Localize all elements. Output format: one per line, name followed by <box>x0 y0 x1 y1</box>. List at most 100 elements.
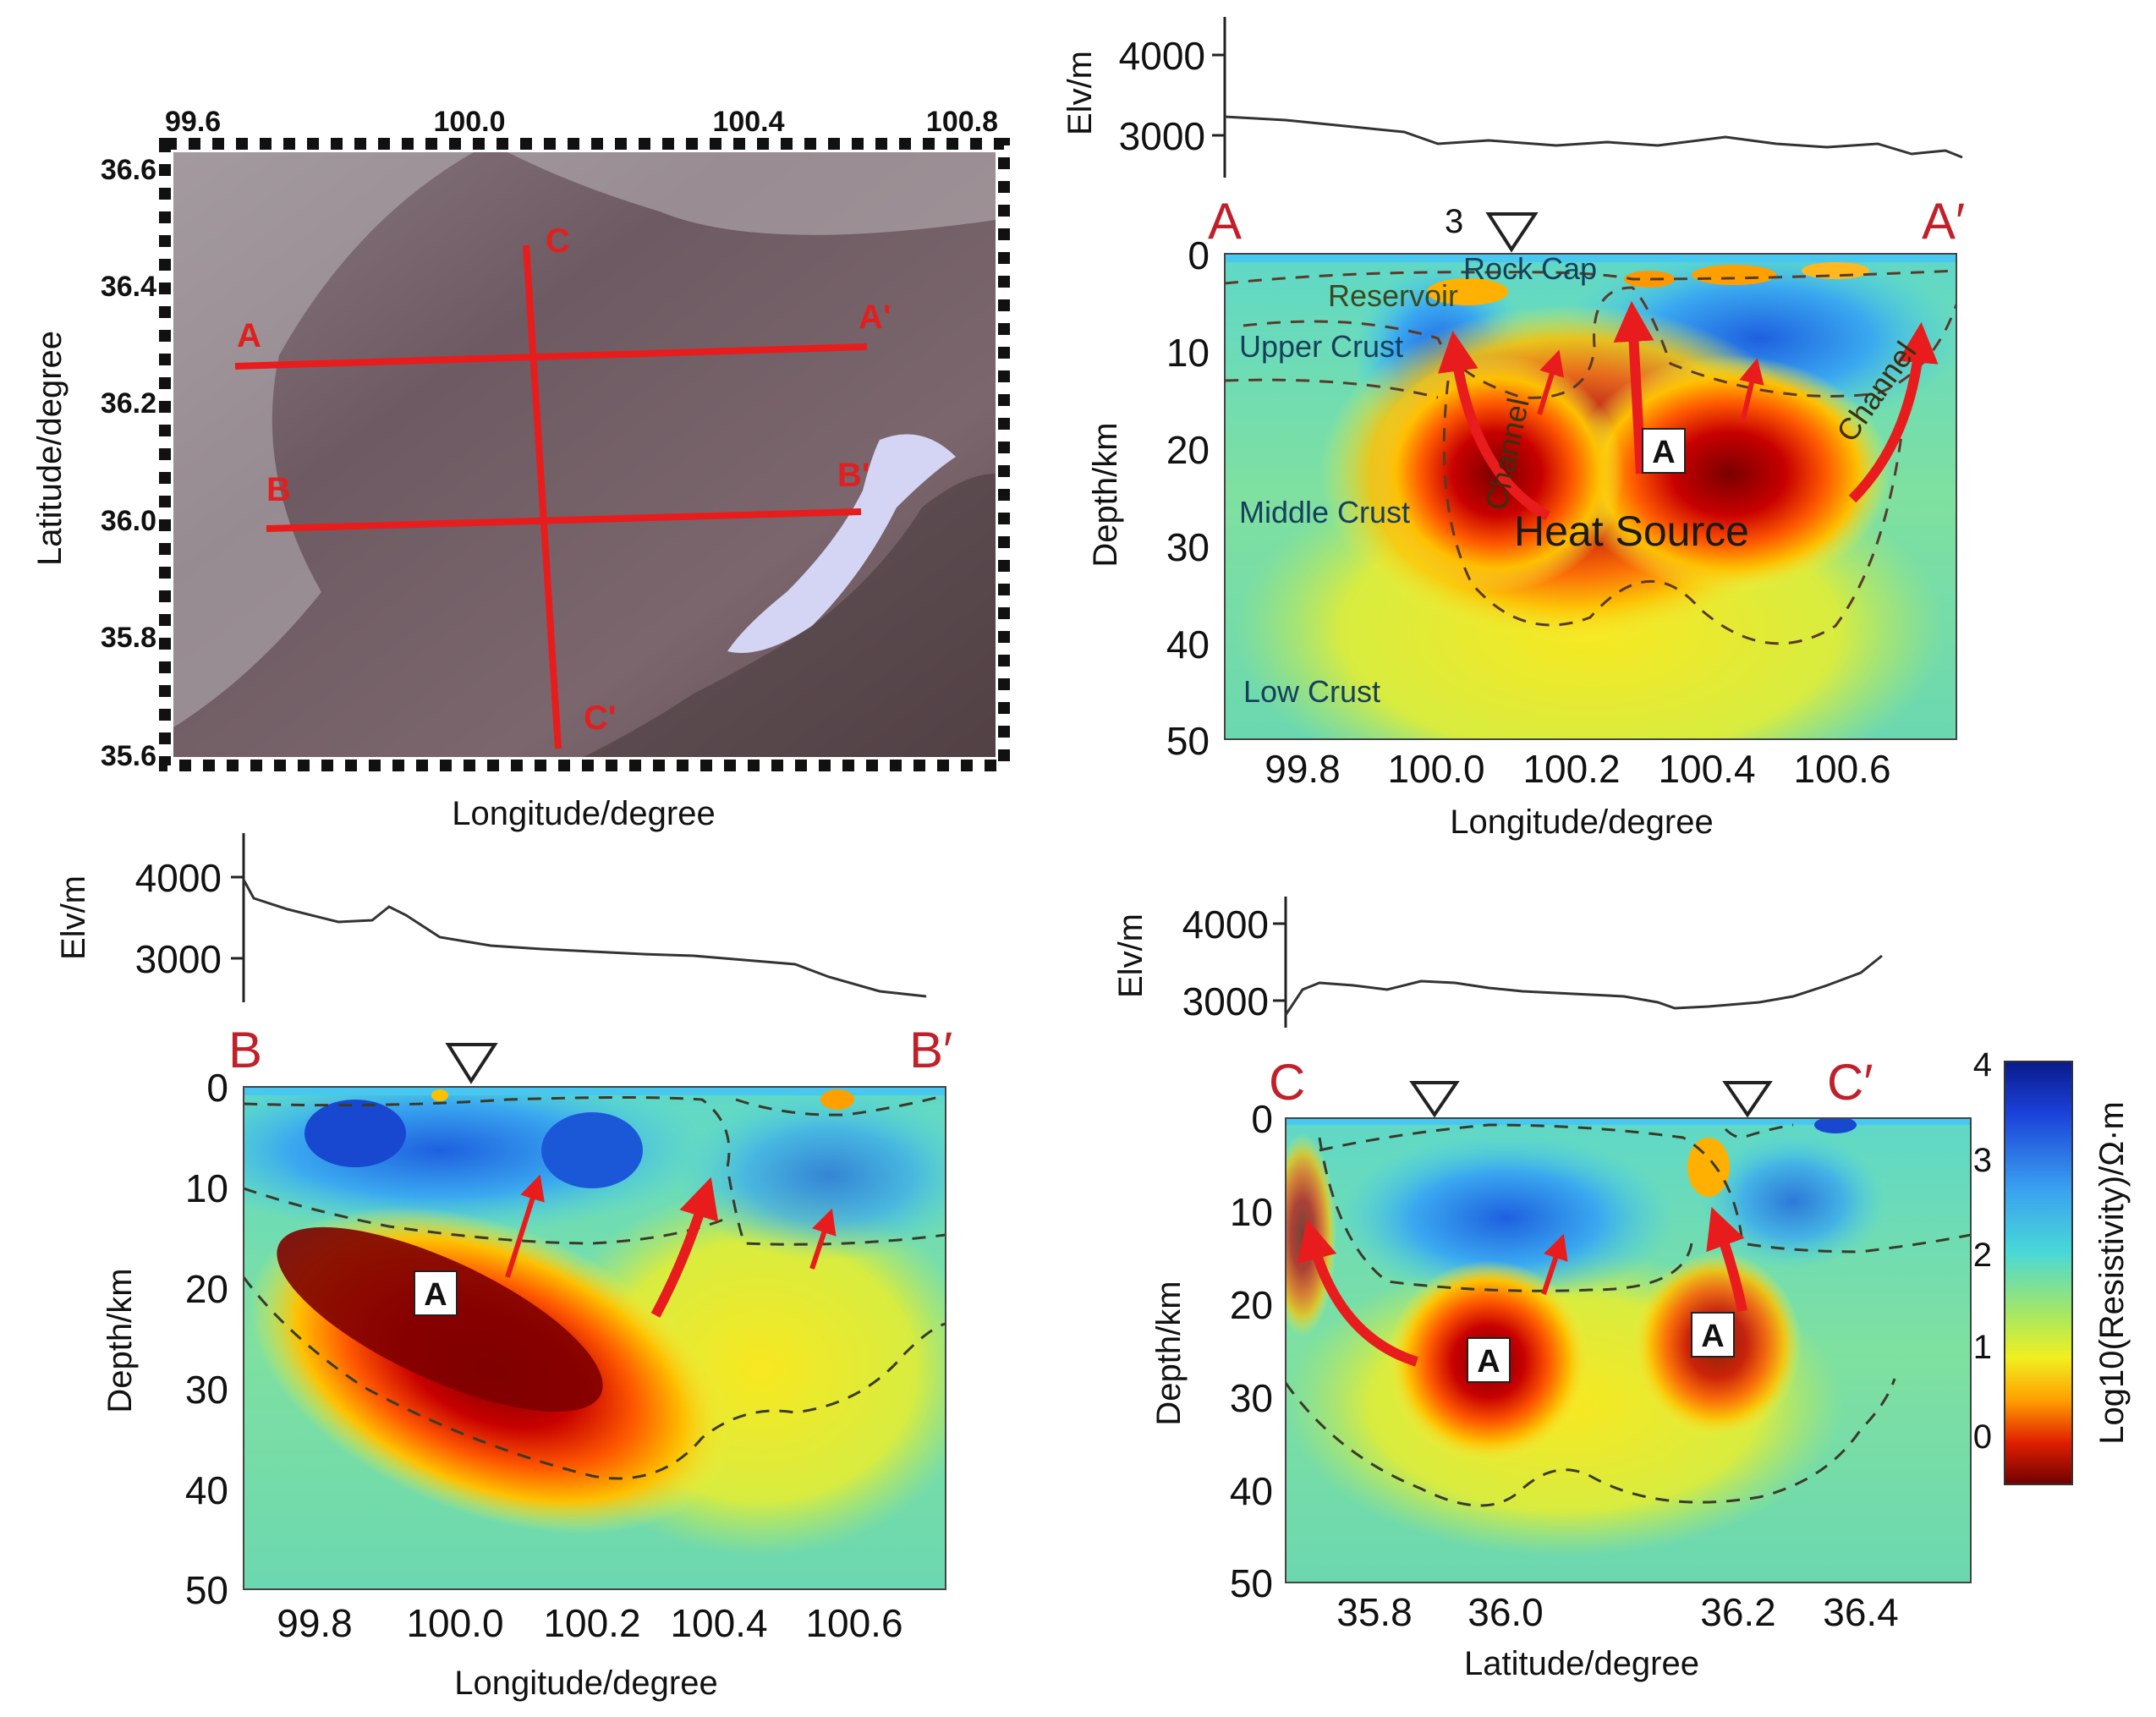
elev-axis-label: Elv/m <box>55 875 92 960</box>
colorbar-tick: 1 <box>1973 1329 1992 1366</box>
flow-arrow <box>650 1177 719 1318</box>
svg-text:20: 20 <box>185 1267 228 1311</box>
colorbar-tick: 3 <box>1973 1142 1992 1179</box>
x-axis-label-AA: Longitude/degree <box>1450 804 1713 841</box>
anomaly-label-right: A <box>1701 1319 1724 1354</box>
station-marker <box>445 1043 498 1084</box>
anomaly-box <box>1642 428 1686 474</box>
svg-text:100.4: 100.4 <box>1658 747 1755 791</box>
end-label-B: B <box>228 1022 262 1078</box>
dark-terrain <box>584 474 996 757</box>
label-heat-source: Heat Source <box>1514 507 1749 555</box>
section-AA: 4000 3000 Elv/m A A′ 3 <box>1062 17 1965 841</box>
svg-text:35.8: 35.8 <box>1336 1590 1413 1634</box>
colorbar-tick: 2 <box>1973 1237 1992 1274</box>
map-lon-tick: 100.8 <box>926 106 998 138</box>
svg-text:10: 10 <box>185 1166 228 1210</box>
flow-arrow <box>1739 358 1764 424</box>
station-marker <box>1485 212 1539 253</box>
end-label-A: A <box>1208 193 1242 250</box>
elev-tick: 3000 <box>135 937 222 981</box>
colorbar: 4 3 2 1 0 Log10(Resistivity)/Ω·m <box>1973 1046 2131 1485</box>
depth-ticks-AA: 0 10 20 30 40 50 <box>1166 233 1210 763</box>
svg-text:100.6: 100.6 <box>805 1601 902 1645</box>
svg-text:100.4: 100.4 <box>670 1601 767 1645</box>
svg-text:20: 20 <box>1166 428 1210 472</box>
map-lat-tick: 36.4 <box>101 271 156 303</box>
location-map: A A' B B' C C' 99.6 100.0 100.4 100.8 36… <box>31 106 1010 832</box>
end-label-C-prime: C′ <box>1827 1054 1873 1111</box>
end-label-A-prime: A′ <box>1922 193 1965 250</box>
svg-text:99.8: 99.8 <box>277 1601 353 1645</box>
label-rock-cap: Rock Cap <box>1463 251 1597 286</box>
svg-text:100.2: 100.2 <box>1522 747 1620 791</box>
section-CC-frame <box>1285 1117 1972 1583</box>
depth-axis-label: Depth/km <box>1087 422 1124 567</box>
flow-arrow <box>809 1208 837 1270</box>
anomaly-box <box>414 1270 458 1316</box>
flow-arrow <box>1848 321 1939 503</box>
flow-arrow <box>1541 1233 1568 1295</box>
section-BB: 4000 3000 Elv/m B B′ A <box>55 833 952 1702</box>
map-label-B-prime: B' <box>837 457 870 494</box>
elev-tick: 4000 <box>1119 34 1205 78</box>
svg-text:100.0: 100.0 <box>1387 747 1484 791</box>
anomaly-box <box>1467 1337 1511 1383</box>
label-middle-crust: Middle Crust <box>1239 495 1410 529</box>
anomaly-label: A <box>1652 435 1675 470</box>
map-label-C-prime: C' <box>584 699 616 737</box>
map-x-axis-label: Longitude/degree <box>452 795 715 832</box>
end-label-C: C <box>1269 1054 1305 1111</box>
elev-tick: 4000 <box>1182 902 1269 946</box>
map-lon-tick: 99.6 <box>165 106 221 138</box>
station-marker <box>1722 1081 1773 1118</box>
map-lat-tick: 35.8 <box>101 622 156 654</box>
svg-text:10: 10 <box>1166 331 1210 375</box>
depth-axis-label: Depth/km <box>101 1268 139 1413</box>
label-upper-crust: Upper Crust <box>1239 329 1403 364</box>
section-BB-frame <box>243 1086 946 1590</box>
x-axis-label-CC: Latitude/degree <box>1464 1645 1699 1682</box>
elev-axis-label: Elv/m <box>1112 913 1149 998</box>
svg-text:100.2: 100.2 <box>543 1601 640 1645</box>
section-AA-frame <box>1224 253 1957 740</box>
label-reservoir: Reservoir <box>1328 278 1458 313</box>
map-lon-tick: 100.0 <box>433 106 505 138</box>
x-ticks-AA: 99.8 100.0 100.2 100.4 100.6 <box>1265 747 1890 791</box>
map-lat-tick: 36.2 <box>101 387 156 420</box>
svg-text:40: 40 <box>185 1468 228 1512</box>
ridge-texture <box>507 152 996 235</box>
anomaly-label-left: A <box>1477 1344 1500 1380</box>
svg-text:40: 40 <box>1166 623 1210 667</box>
flow-arrow <box>1537 349 1565 415</box>
map-lon-tick: 100.4 <box>712 106 784 138</box>
colorbar-tick: 4 <box>1973 1046 1992 1083</box>
elev-tick: 4000 <box>135 856 222 900</box>
profile-line-CC <box>523 244 562 749</box>
depth-axis-label: Depth/km <box>1150 1281 1188 1425</box>
svg-text:0: 0 <box>206 1066 228 1110</box>
svg-text:40: 40 <box>1230 1469 1273 1513</box>
svg-text:99.8: 99.8 <box>1265 747 1341 791</box>
elevation-profile <box>242 879 927 998</box>
map-label-A: A <box>237 317 261 354</box>
station-number: 3 <box>1445 203 1463 240</box>
end-label-B-prime: B′ <box>909 1022 952 1078</box>
svg-text:36.0: 36.0 <box>1468 1590 1544 1634</box>
svg-text:0: 0 <box>1251 1097 1273 1141</box>
elev-axis-label: Elv/m <box>1062 51 1099 135</box>
map-label-B: B <box>266 471 291 508</box>
svg-text:36.2: 36.2 <box>1700 1590 1776 1634</box>
x-ticks-BB: 99.8 100.0 100.2 100.4 100.6 <box>277 1601 902 1645</box>
flow-arrow <box>1706 1206 1747 1313</box>
anomaly-label: A <box>424 1277 447 1313</box>
svg-text:20: 20 <box>1230 1283 1273 1327</box>
svg-text:30: 30 <box>1230 1376 1273 1420</box>
map-lat-tick: 36.6 <box>101 154 156 186</box>
map-y-axis-label: Latitude/degree <box>31 331 69 566</box>
flow-arrow <box>505 1174 545 1278</box>
map-label-A-prime: A' <box>859 299 891 336</box>
svg-text:100.6: 100.6 <box>1793 747 1890 791</box>
station-marker <box>1409 1081 1460 1118</box>
svg-text:30: 30 <box>185 1368 228 1412</box>
